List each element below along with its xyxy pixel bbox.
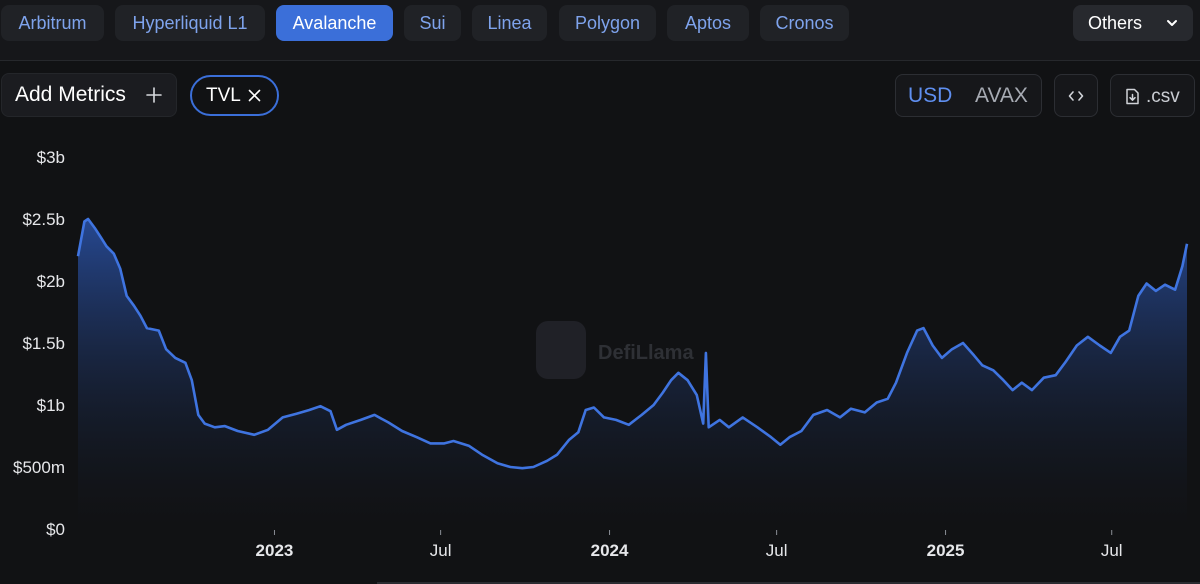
tvl-series-line	[76, 217, 1189, 470]
tab-sui[interactable]: Sui	[404, 5, 461, 41]
y-tick-label: $0	[46, 520, 65, 539]
y-tick-label: $1.5b	[22, 334, 65, 353]
tab-hyperliquid-l1[interactable]: Hyperliquid L1	[115, 5, 265, 41]
x-axis: 2023 Jul 2024 Jul 2025 Jul	[256, 530, 1123, 560]
download-file-icon	[1126, 88, 1139, 105]
tab-cronos[interactable]: Cronos	[760, 5, 849, 41]
tab-arbitrum[interactable]: Arbitrum	[1, 5, 104, 41]
chevron-down-icon	[1167, 20, 1177, 26]
tab-polygon[interactable]: Polygon	[559, 5, 656, 41]
chain-tabs: Arbitrum Hyperliquid L1 Avalanche Sui Li…	[0, 5, 1200, 42]
x-tick-label: 2025	[927, 541, 965, 560]
x-tick-label: Jul	[430, 541, 452, 560]
others-dropdown[interactable]: Others	[1073, 5, 1193, 41]
code-icon	[1068, 91, 1084, 101]
close-icon[interactable]	[248, 89, 261, 102]
add-metrics-label: Add Metrics	[15, 83, 126, 106]
y-tick-label: $1b	[37, 396, 65, 415]
tvl-area	[78, 219, 1187, 529]
metric-chip-tvl: TVL	[190, 75, 279, 116]
tab-avalanche[interactable]: Avalanche	[276, 5, 393, 41]
y-tick-label: $2b	[37, 272, 65, 291]
tvl-chart: $0 $500m $1b $1.5b $2b $2.5b $3b 2023 Jul 2024 Ju…	[13, 148, 1189, 560]
y-axis: $0 $500m $1b $1.5b $2b $2.5b $3b	[13, 148, 65, 539]
download-csv-label: .csv	[1146, 86, 1180, 107]
currency-option-avax[interactable]: AVAX	[975, 84, 1028, 107]
metric-chip-label: TVL	[206, 84, 241, 106]
x-tick-label: Jul	[766, 541, 788, 560]
x-tick-label: Jul	[1101, 541, 1123, 560]
defillama-watermark: DefiLlama	[536, 321, 694, 379]
tab-aptos[interactable]: Aptos	[667, 5, 749, 41]
x-tick-label: 2024	[591, 541, 629, 560]
download-csv-button[interactable]: .csv	[1110, 74, 1195, 117]
header-divider	[0, 60, 1200, 61]
y-tick-label: $3b	[37, 148, 65, 167]
plus-icon	[146, 87, 162, 103]
bottom-scrollbar[interactable]	[377, 582, 1200, 584]
y-tick-label: $2.5b	[22, 210, 65, 229]
others-dropdown-label: Others	[1088, 12, 1143, 33]
embed-button[interactable]	[1054, 74, 1098, 117]
y-tick-label: $500m	[13, 458, 65, 477]
currency-toggle: USD AVAX	[895, 74, 1042, 117]
tab-linea[interactable]: Linea	[472, 5, 547, 41]
watermark-text: DefiLlama	[598, 342, 694, 364]
llama-logo-icon	[536, 321, 586, 379]
currency-option-usd[interactable]: USD	[908, 84, 953, 107]
add-metrics-button[interactable]: Add Metrics	[1, 73, 177, 117]
x-tick-label: 2023	[256, 541, 294, 560]
